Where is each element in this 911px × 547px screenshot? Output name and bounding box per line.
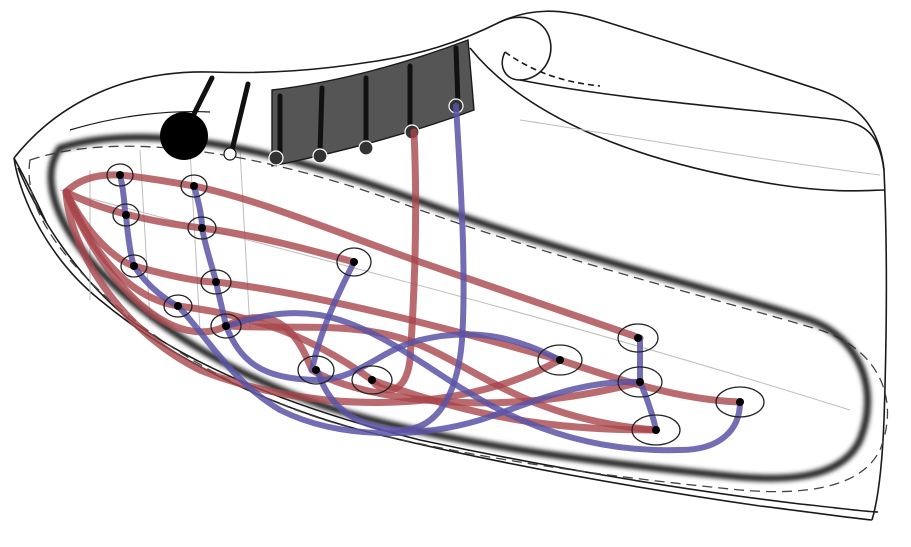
sensor-node — [617, 323, 659, 353]
band-stripe — [453, 45, 461, 107]
red-trace — [62, 188, 564, 406]
collar-inner — [469, 47, 885, 192]
sensor-node — [180, 174, 208, 198]
collar-dashed — [504, 51, 601, 87]
construction-line — [59, 189, 851, 411]
sensor-node — [163, 294, 193, 318]
blue-trace — [223, 323, 563, 383]
red-trace — [222, 322, 660, 434]
sensor-node — [336, 247, 372, 277]
construction-line — [189, 149, 201, 331]
sensor-node — [537, 344, 583, 376]
eyelet — [268, 150, 284, 166]
sensor-node — [210, 313, 242, 339]
tongue-knob — [160, 112, 208, 160]
heel-collar — [499, 16, 552, 81]
eyelet — [358, 140, 374, 156]
sensor-node — [297, 355, 335, 385]
blue-trace — [223, 310, 743, 454]
sensor-node — [187, 216, 217, 240]
red-traces — [62, 128, 744, 434]
blue-trace — [309, 259, 357, 373]
sensor-node — [120, 254, 148, 278]
sensor-node — [351, 365, 393, 395]
red-trace — [190, 182, 644, 342]
lace-band-stripes — [277, 45, 461, 159]
red-trace — [556, 356, 744, 406]
sensor-node — [106, 163, 134, 187]
toe-cap-line — [13, 157, 47, 223]
sensor-node — [631, 414, 681, 446]
shoe-upper-outline — [13, 10, 888, 521]
sensor-node — [200, 269, 232, 295]
construction-line — [239, 149, 251, 331]
lace-band — [160, 39, 475, 167]
eyelet — [223, 147, 237, 161]
construction-line — [519, 119, 881, 176]
sole-outline — [47, 133, 872, 482]
red-trace — [62, 188, 564, 364]
sensor-node — [715, 386, 765, 418]
blue-trace — [191, 183, 229, 329]
blue-trace — [175, 303, 643, 437]
eyelet — [312, 148, 328, 164]
construction-lines — [59, 119, 881, 411]
upper-stripe — [229, 81, 251, 153]
sensor-node — [617, 366, 663, 398]
sensor-nodes — [106, 163, 765, 446]
sensor-node — [112, 203, 140, 227]
red-trace — [62, 171, 198, 196]
red-trace — [368, 128, 420, 394]
sole-dashed-boundary — [28, 145, 888, 493]
red-trace — [62, 188, 644, 407]
heel-counter — [519, 79, 885, 171]
band-stripe — [317, 85, 325, 155]
